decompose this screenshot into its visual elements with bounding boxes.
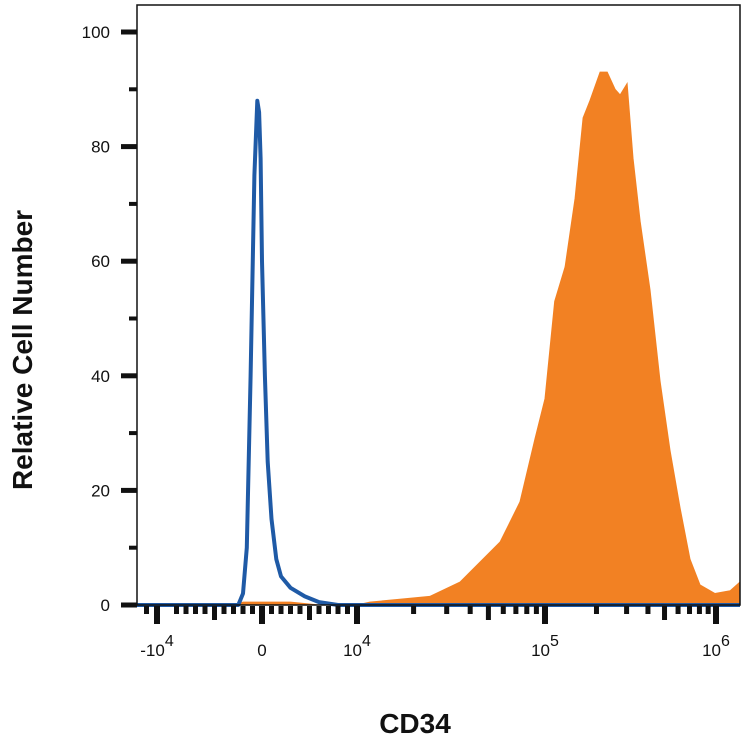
x-minor-tick xyxy=(221,606,227,614)
plot-frame xyxy=(136,4,741,606)
y-major-tick xyxy=(121,258,137,264)
x-tick-label: 106 xyxy=(702,633,730,660)
x-major-tick xyxy=(713,606,719,624)
x-minor-tick xyxy=(524,606,530,614)
x-minor-tick xyxy=(675,606,681,614)
x-minor-tick xyxy=(212,606,217,620)
x-minor-tick xyxy=(240,606,246,614)
x-minor-tick xyxy=(444,606,450,614)
x-minor-tick xyxy=(467,606,473,614)
y-minor-tick xyxy=(129,87,137,92)
x-tick-label: -104 xyxy=(140,633,174,660)
y-tick-label: 40 xyxy=(91,367,110,386)
x-minor-tick xyxy=(269,606,274,614)
series-1-line xyxy=(137,98,740,607)
x-major-tick xyxy=(259,606,265,624)
y-major-tick xyxy=(121,373,137,379)
x-minor-tick xyxy=(326,606,331,614)
x-major-tick xyxy=(542,606,548,624)
x-minor-tick xyxy=(624,606,630,614)
y-axis-title: Relative Cell Number xyxy=(7,210,38,490)
y-major-tick xyxy=(121,29,137,35)
x-minor-tick xyxy=(278,606,284,614)
x-minor-tick xyxy=(174,606,179,614)
y-major-tick xyxy=(121,602,137,608)
x-minor-tick xyxy=(485,606,491,620)
y-tick-label: 100 xyxy=(82,23,110,42)
x-minor-tick xyxy=(231,606,236,614)
x-minor-tick xyxy=(705,606,711,614)
x-minor-tick xyxy=(645,606,651,614)
y-minor-tick xyxy=(129,201,137,206)
x-minor-tick xyxy=(513,606,519,614)
y-major-tick xyxy=(121,487,137,493)
y-tick-label: 60 xyxy=(91,252,110,271)
y-minor-tick xyxy=(129,316,137,321)
y-minor-tick xyxy=(129,545,137,550)
x-major-tick xyxy=(154,606,160,624)
y-tick-label: 20 xyxy=(91,481,110,500)
x-minor-tick xyxy=(202,606,208,614)
y-major-tick xyxy=(121,144,137,150)
x-axis-title: CD34 xyxy=(379,708,451,739)
x-tick-label: 0 xyxy=(257,641,266,660)
y-minor-tick xyxy=(129,431,137,436)
x-minor-tick xyxy=(500,606,506,614)
x-major-tick xyxy=(354,606,360,624)
x-minor-tick xyxy=(345,606,350,614)
x-minor-tick xyxy=(250,606,255,614)
x-minor-tick xyxy=(696,606,702,614)
x-minor-tick xyxy=(297,606,303,614)
y-tick-label: 0 xyxy=(101,596,110,615)
series-0-filled-area xyxy=(137,71,741,606)
x-tick-label: 104 xyxy=(343,633,371,660)
x-minor-tick xyxy=(687,606,693,614)
x-minor-tick xyxy=(288,606,293,614)
x-tick-label: 105 xyxy=(531,633,559,660)
x-minor-tick xyxy=(533,606,539,614)
x-minor-tick xyxy=(335,606,341,614)
x-minor-tick xyxy=(411,606,417,614)
x-minor-tick xyxy=(662,606,668,620)
x-minor-tick xyxy=(593,606,599,614)
y-tick-label: 80 xyxy=(91,138,110,157)
x-minor-tick xyxy=(316,606,322,614)
x-minor-tick xyxy=(183,606,189,614)
x-minor-tick xyxy=(193,606,198,614)
x-minor-tick xyxy=(144,606,149,614)
x-minor-tick xyxy=(307,606,312,620)
